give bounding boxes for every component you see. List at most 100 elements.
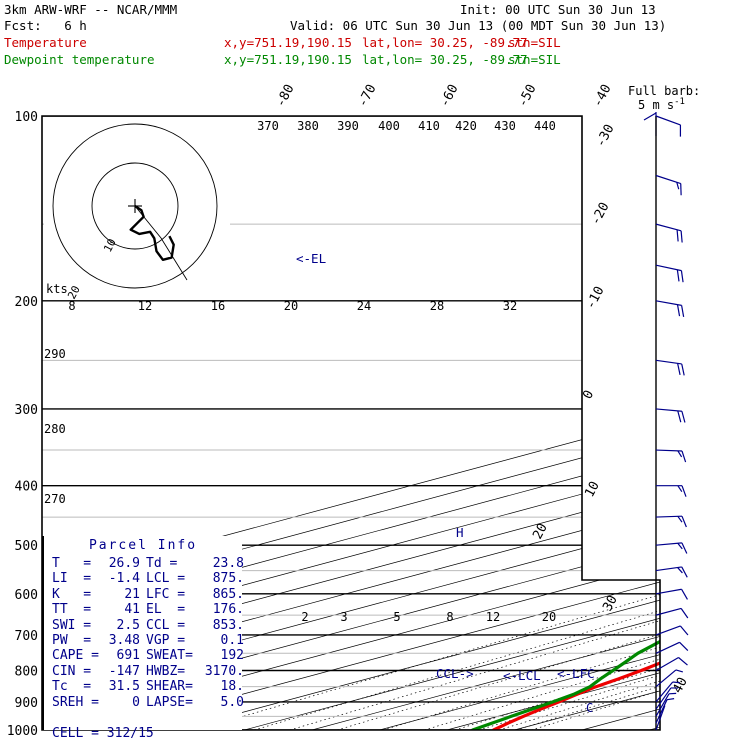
right-isotherm-label: 40 <box>670 675 691 696</box>
wind-barb <box>656 409 685 423</box>
top-isotherm-label: -40 <box>590 82 614 110</box>
dry-adiabat-label: 290 <box>44 347 66 361</box>
lfc-annotation: <-LFC <box>557 666 595 681</box>
wind-barb <box>656 176 681 196</box>
parcel-value: 0 <box>92 695 140 710</box>
dry-adiabat-label: 270 <box>44 492 66 506</box>
top-isotherm-labels: -80 -70 -60 -50 -40 <box>273 82 614 110</box>
right-isotherm-label: 10 <box>582 479 603 500</box>
top-isotherm-label: -60 <box>437 82 461 110</box>
parcel-value-2: 176. <box>192 602 244 617</box>
dewpoint-latlon: lat,lon= 30.25, -89.77 <box>362 53 528 66</box>
el-annotation: <-EL <box>296 251 326 266</box>
parcel-value: 26.9 <box>92 556 140 571</box>
theta-e-label: 420 <box>455 119 477 133</box>
temperature-xy: x,y=751.19,190.15 <box>224 36 352 49</box>
parcel-value-2: 865. <box>192 587 244 602</box>
pressure-tick-label: 1000 <box>7 724 38 739</box>
top-isotherm-label: -50 <box>515 82 539 110</box>
parcel-value-2: 192 <box>192 648 244 663</box>
theta-e-label: 390 <box>337 119 359 133</box>
dry-adiabat-label: 280 <box>44 422 66 436</box>
wind-barb <box>656 450 686 462</box>
parcel-key-2: EL = <box>146 602 198 617</box>
parcel-key-2: SWEAT= <box>146 648 198 663</box>
parcel-value: -1.4 <box>92 571 140 586</box>
wind-barb <box>656 301 684 317</box>
parcel-cell-row: CELL = 312/15 <box>52 711 242 725</box>
parcel-value-2: 875. <box>192 571 244 586</box>
wind-barb <box>656 486 686 497</box>
theta-e-label: 400 <box>378 119 400 133</box>
parcel-value: 41 <box>92 602 140 617</box>
top-isotherm-label: -80 <box>273 82 297 110</box>
parcel-key-2: LFC = <box>146 587 198 602</box>
forecast-hour-label: Fcst: 6 h <box>4 19 87 32</box>
mixing-ratio-label: 3 <box>340 610 347 624</box>
parcel-key-2: SHEAR= <box>146 679 198 694</box>
mixing-ratio-label: 16 <box>211 299 225 313</box>
parcel-cell-value: CELL = 312/15 <box>52 726 154 741</box>
right-isotherm-label: -30 <box>593 122 617 150</box>
parcel-value: 3.48 <box>92 633 140 648</box>
parcel-key-2: HWBZ= <box>146 664 198 679</box>
mixing-ratio-label: 5 <box>393 610 400 624</box>
wind-barb <box>656 360 684 375</box>
top-isotherm-label: -70 <box>355 82 379 110</box>
pressure-tick-label: 600 <box>15 588 38 603</box>
wind-barb <box>656 265 683 282</box>
theta-e-label: 430 <box>494 119 516 133</box>
right-isotherm-label: -20 <box>588 200 612 228</box>
hodograph-units-label: kts <box>46 282 68 296</box>
pressure-tick-label: 100 <box>15 110 38 125</box>
init-time-label: Init: 00 UTC Sun 30 Jun 13 <box>460 3 656 16</box>
parcel-value-2: 23.8 <box>192 556 244 571</box>
wind-barb <box>656 116 680 137</box>
theta-e-label: 410 <box>418 119 440 133</box>
parcel-value: 2.5 <box>92 618 140 633</box>
model-label: 3km ARW-WRF -- NCAR/MMM <box>4 3 177 16</box>
mixing-ratio-label: 2 <box>301 610 308 624</box>
mixing-ratio-label: 20 <box>542 610 556 624</box>
temperature-station: stn=SIL <box>508 36 561 49</box>
mixing-ratio-label: 20 <box>284 299 298 313</box>
dewpoint-station: stn=SIL <box>508 53 561 66</box>
theta-e-label: 380 <box>297 119 319 133</box>
wind-barb <box>656 516 686 527</box>
wind-barb <box>656 543 687 554</box>
temperature-latlon: lat,lon= 30.25, -89.77 <box>362 36 528 49</box>
wind-barb <box>656 224 682 242</box>
parcel-key-2: Td = <box>146 556 198 571</box>
theta-e-label: 440 <box>534 119 556 133</box>
pressure-tick-label: 500 <box>15 539 38 554</box>
mixing-ratio-label: 28 <box>430 299 444 313</box>
header: 3km ARW-WRF -- NCAR/MMM Init: 00 UTC Sun… <box>0 0 740 78</box>
parcel-key-2: CCL = <box>146 618 198 633</box>
pressure-tick-label: 800 <box>15 664 38 679</box>
mixing-ratio-label: 12 <box>138 299 152 313</box>
hodograph-background <box>44 118 230 290</box>
parcel-value: 21 <box>92 587 140 602</box>
right-isotherm-label: -10 <box>583 284 607 312</box>
isotherm-line <box>717 116 740 730</box>
mixing-ratio-label: 8 <box>446 610 453 624</box>
h-marker-annotation: H <box>456 525 464 540</box>
mixing-ratio-label: 12 <box>486 610 500 624</box>
parcel-value-2: 5.0 <box>192 695 244 710</box>
valid-time-label: Valid: 06 UTC Sun 30 Jun 13 (00 MDT Sun … <box>290 19 666 32</box>
mixing-ratio-label: 32 <box>503 299 517 313</box>
parcel-info-title: Parcel Info <box>44 538 242 553</box>
pressure-tick-label: 300 <box>15 403 38 418</box>
dewpoint-xy: x,y=751.19,190.15 <box>224 53 352 66</box>
pressure-tick-label: 200 <box>15 295 38 310</box>
temperature-legend-label: Temperature <box>4 36 87 49</box>
theta-e-label: 370 <box>257 119 279 133</box>
